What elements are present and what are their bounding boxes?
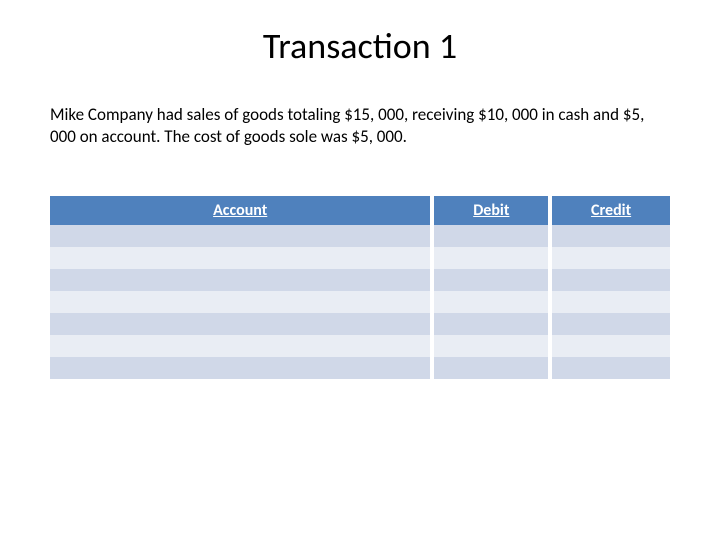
cell-account (50, 225, 434, 247)
cell-credit (552, 335, 670, 357)
cell-account (50, 247, 434, 269)
transaction-description: Mike Company had sales of goods totaling… (0, 88, 720, 148)
cell-credit (552, 357, 670, 379)
header-debit: Debit (434, 196, 552, 225)
cell-credit (552, 291, 670, 313)
table-row (50, 291, 670, 313)
table-row (50, 225, 670, 247)
cell-debit (434, 313, 552, 335)
cell-account (50, 313, 434, 335)
header-account: Account (50, 196, 434, 225)
journal-table-container: Account Debit Credit (50, 196, 670, 379)
cell-account (50, 291, 434, 313)
table-row (50, 313, 670, 335)
cell-debit (434, 247, 552, 269)
table-row (50, 247, 670, 269)
cell-debit (434, 291, 552, 313)
page-title: Transaction 1 (0, 0, 720, 88)
header-credit: Credit (552, 196, 670, 225)
table-row (50, 357, 670, 379)
cell-debit (434, 225, 552, 247)
table-row (50, 335, 670, 357)
cell-account (50, 269, 434, 291)
cell-debit (434, 357, 552, 379)
cell-credit (552, 225, 670, 247)
cell-credit (552, 269, 670, 291)
cell-debit (434, 335, 552, 357)
cell-credit (552, 313, 670, 335)
cell-account (50, 357, 434, 379)
cell-credit (552, 247, 670, 269)
table-body (50, 225, 670, 379)
cell-account (50, 335, 434, 357)
journal-table: Account Debit Credit (50, 196, 670, 379)
cell-debit (434, 269, 552, 291)
table-header-row: Account Debit Credit (50, 196, 670, 225)
table-row (50, 269, 670, 291)
